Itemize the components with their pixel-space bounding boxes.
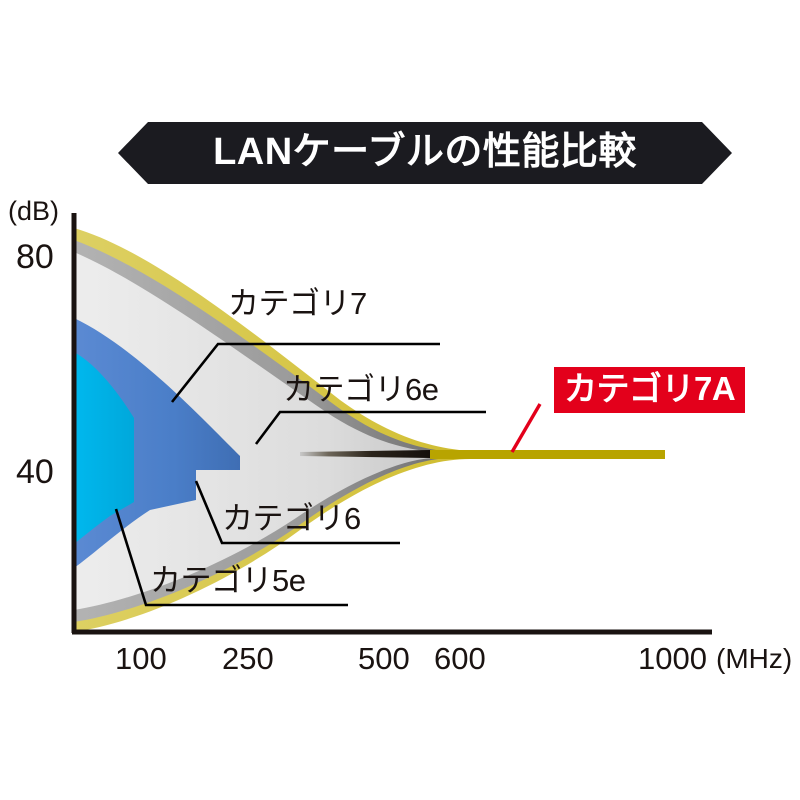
y-axis-unit-label: (dB)	[8, 196, 60, 226]
x-tick-250: 250	[222, 641, 274, 676]
convergence-wedge	[300, 450, 430, 458]
x-tick-100: 100	[115, 641, 167, 676]
leader-cat5e	[114, 508, 348, 607]
band-cat5e	[74, 352, 134, 544]
x-tick-1000: 1000	[638, 641, 707, 676]
annotation-cat5e: カテゴリ5e	[150, 563, 306, 598]
cat7a-extension-line	[430, 450, 665, 459]
annotation-cat6: カテゴリ6	[222, 501, 361, 536]
leader-cat7a	[510, 403, 542, 453]
y-tick-80: 80	[16, 238, 54, 276]
annotation-cat7: カテゴリ7	[228, 286, 367, 321]
annotation-cat6e: カテゴリ6e	[283, 372, 439, 407]
banner-shape	[118, 122, 732, 184]
leader-cat7	[170, 342, 440, 403]
banner-title-text: LANケーブルの性能比較	[213, 131, 637, 173]
leader-cat6e	[254, 410, 486, 445]
title-banner: LANケーブルの性能比較	[118, 122, 732, 184]
x-tick-600: 600	[434, 641, 486, 676]
annotation-cat7a-text: カテゴリ7A	[564, 370, 736, 407]
x-tick-500: 500	[358, 641, 410, 676]
leader-cat6	[194, 480, 400, 545]
band-cat6e	[74, 252, 436, 610]
y-tick-40: 40	[16, 453, 54, 491]
x-axis-unit-label: (MHz)	[716, 643, 793, 674]
annotation-cat7a-highlight: カテゴリ7A	[554, 367, 746, 413]
